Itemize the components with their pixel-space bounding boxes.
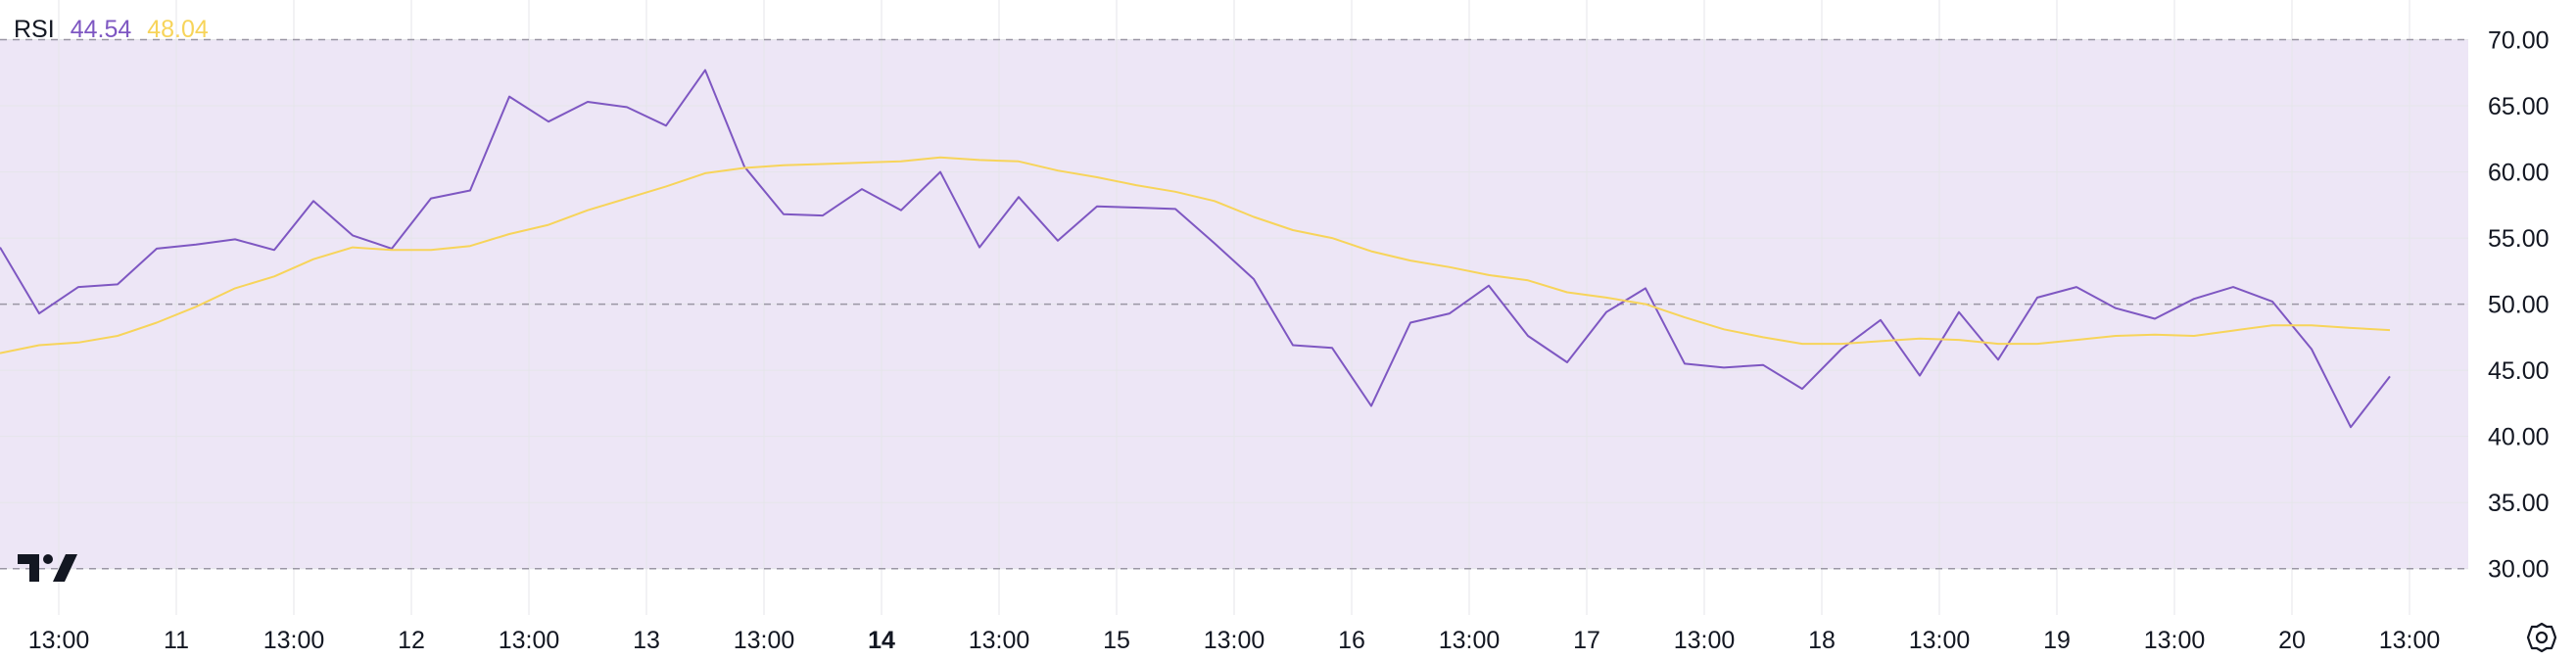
time-axis-label: 13:00 [2144, 627, 2206, 654]
time-axis-label: 18 [1808, 627, 1836, 654]
price-axis-label: 40.00 [2488, 424, 2550, 451]
time-axis-label: 13:00 [499, 627, 560, 654]
rsi-line [0, 69, 2391, 429]
time-axis[interactable]: 13:00 11 13:00 12 13:00 13 13:00 14 13:00 15 13:00… [28, 627, 2441, 654]
time-axis-label: 13:00 [969, 627, 1030, 654]
rsi-ma-line [0, 156, 2391, 354]
rsi-levels [0, 38, 2468, 570]
price-axis-label: 55.00 [2488, 225, 2550, 253]
time-axis-label: 11 [164, 627, 189, 654]
rsi-series [0, 69, 2391, 429]
time-axis-label: 12 [398, 627, 425, 654]
price-axis-label: 65.00 [2488, 93, 2550, 120]
price-axis[interactable]: 30.00 35.00 40.00 45.00 50.00 55.00 60.00 65.00… [2488, 27, 2550, 584]
time-axis-label: 19 [2043, 627, 2071, 654]
time-axis-label: 17 [1573, 627, 1600, 654]
price-axis-label: 45.00 [2488, 357, 2550, 385]
time-axis-label: 13:00 [1909, 627, 1971, 654]
price-axis-label: 50.00 [2488, 292, 2550, 319]
time-axis-label: 13:00 [1204, 627, 1265, 654]
time-axis-label: 13:00 [1439, 627, 1501, 654]
time-axis-label: 13:00 [1674, 627, 1736, 654]
time-axis-label: 14 [868, 627, 895, 654]
tradingview-logo-icon[interactable] [18, 552, 78, 589]
price-axis-label: 35.00 [2488, 490, 2550, 517]
time-axis-label: 20 [2278, 627, 2306, 654]
time-axis-label: 13 [633, 627, 660, 654]
time-axis-label: 13:00 [734, 627, 795, 654]
time-axis-label: 16 [1338, 627, 1365, 654]
price-axis-label: 60.00 [2488, 160, 2550, 187]
rsi-ma-value: 48.04 [147, 15, 209, 43]
time-axis-label: 13:00 [2379, 627, 2441, 654]
price-axis-label: 70.00 [2488, 27, 2550, 55]
time-axis-label: 13:00 [28, 627, 90, 654]
rsi-value: 44.54 [70, 15, 132, 43]
gear-icon[interactable] [2525, 621, 2558, 659]
indicator-name: RSI [14, 15, 55, 43]
time-axis-label: 13:00 [263, 627, 325, 654]
indicator-legend[interactable]: RSI 44.54 48.04 [14, 10, 209, 49]
time-axis-label: 15 [1103, 627, 1130, 654]
price-axis-label: 30.00 [2488, 556, 2550, 584]
